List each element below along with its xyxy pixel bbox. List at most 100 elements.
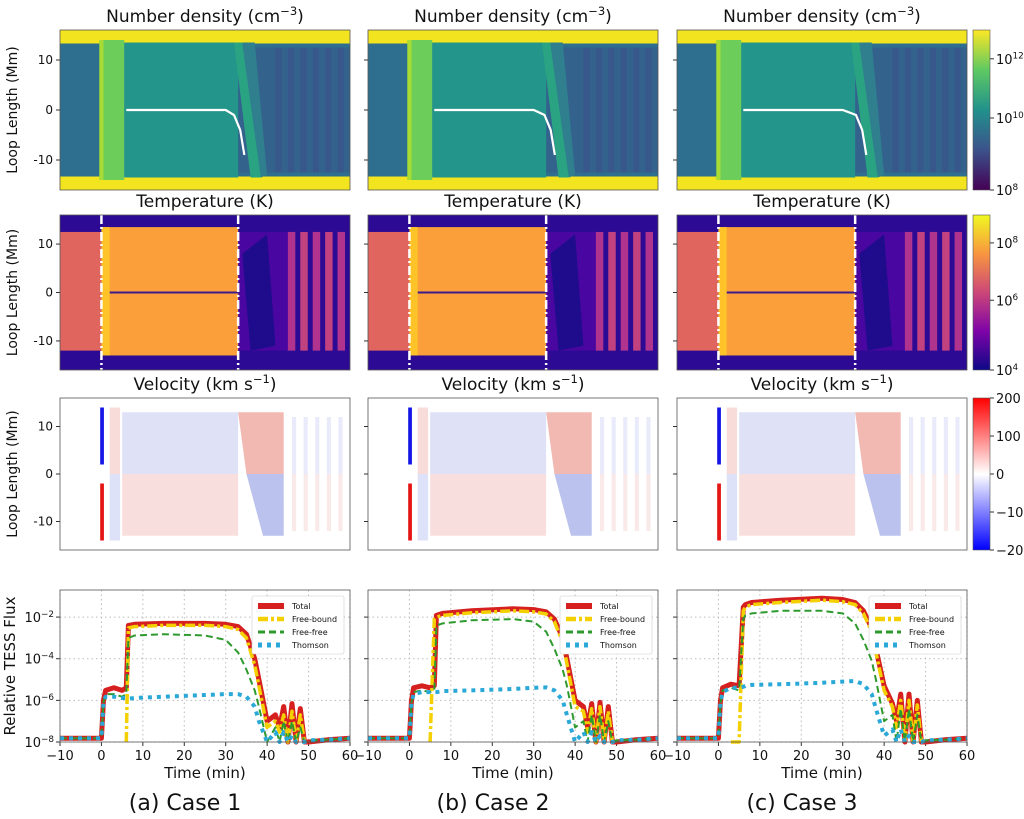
- x-tick-label: 10: [752, 749, 769, 764]
- panel-title: Number density (cm−3): [723, 4, 921, 27]
- x-tick-label: 10: [443, 749, 460, 764]
- density-footpoint-top: [368, 30, 658, 44]
- x-tick-label: 0: [714, 749, 722, 764]
- panel-title: Number density (cm−3): [106, 4, 304, 27]
- panel-title-text: Number density (cm: [414, 7, 588, 27]
- panel-title-text-end: ): [578, 375, 585, 395]
- density-colorbar: [972, 29, 991, 191]
- panel-title-superscript: −3: [280, 4, 297, 18]
- velocity-stripe: [634, 474, 639, 531]
- legend-label: Thomson: [908, 641, 946, 650]
- density-heatmap-case-2: [367, 29, 659, 191]
- density-stripe: [312, 47, 319, 173]
- temperature-stripe: [595, 231, 604, 351]
- colorbar-tick-label: 0: [996, 468, 1004, 483]
- velocity-stripe: [600, 417, 605, 474]
- velocity-pulse-top: [417, 407, 429, 474]
- velocity-stripe: [920, 474, 925, 531]
- panel-title: Velocity (km s−1): [441, 372, 584, 395]
- density-heating-edge: [716, 40, 721, 180]
- velocity-stripe: [338, 474, 343, 531]
- x-tick-label: 50: [608, 749, 625, 764]
- colorbar-tick-label: 200: [996, 392, 1021, 407]
- density-footpoint-top: [677, 30, 967, 44]
- legend-label: Free-bound: [909, 615, 954, 624]
- panel-title-text: Temperature (K): [443, 192, 582, 212]
- x-tick-label: −10: [354, 749, 381, 764]
- plot-frame: [676, 589, 968, 743]
- velocity-stripe: [623, 474, 628, 531]
- legend-label: Total: [291, 602, 311, 611]
- x-tick-label: 10: [135, 749, 152, 764]
- temperature-stripe: [954, 231, 963, 351]
- velocity-stripe: [646, 474, 651, 531]
- temperature-stripe: [929, 231, 938, 351]
- colorbar-tick-label: 108: [996, 236, 1019, 252]
- velocity-stripe: [955, 474, 960, 531]
- y-tick-label: 10−4: [24, 652, 54, 668]
- velocity-return-bottom: [246, 474, 284, 536]
- colorbar-tick-label-superscript: 8: [1013, 183, 1019, 193]
- density-stripe: [583, 47, 590, 173]
- y-tick-label: 0: [45, 467, 53, 481]
- temperature-heatmap-case-3: [676, 214, 968, 371]
- velocity-jet-top: [717, 407, 721, 465]
- y-axis-label: Loop Length (Mm): [5, 229, 21, 356]
- panel-title-text: Temperature (K): [135, 192, 274, 212]
- density-stripe: [300, 47, 307, 173]
- density-condensation-line: [434, 108, 556, 156]
- velocity-stripe: [920, 417, 925, 474]
- y-tick-label: 10−6: [24, 693, 54, 709]
- density-footpoint-bottom: [368, 176, 658, 190]
- velocity-upflow-top: [122, 412, 239, 474]
- velocity-stripe: [634, 417, 639, 474]
- temperature-heating-front: [718, 227, 727, 356]
- x-tick-label: 0: [97, 749, 105, 764]
- temperature-flare: [101, 227, 239, 356]
- panel-title-text: Velocity (km s: [133, 375, 253, 395]
- velocity-return-bottom: [863, 474, 901, 536]
- legend-label: Free-free: [600, 628, 636, 637]
- velocity-stripe: [909, 474, 914, 531]
- velocity-colorbar: [972, 397, 991, 551]
- x-tick-label: 30: [217, 749, 234, 764]
- colorbar-tick-label: 100: [996, 430, 1021, 445]
- legend-label: Free-free: [909, 628, 945, 637]
- legend: [559, 595, 653, 655]
- velocity-stripe: [943, 474, 948, 531]
- y-tick-label-superscript: −6: [41, 693, 54, 703]
- legend-label: Total: [908, 602, 928, 611]
- colorbar-tick-label-superscript: 4: [1013, 363, 1019, 373]
- temperature-stripe: [608, 231, 616, 351]
- series-line-free-bound: [124, 623, 307, 744]
- density-condensation-line: [743, 108, 868, 156]
- velocity-return-top: [855, 412, 901, 474]
- panel-title-superscript: −1: [561, 372, 578, 386]
- colorbar-tick-label-text: 10: [996, 112, 1013, 127]
- y-tick-label-superscript: −8: [41, 735, 54, 745]
- density-stripe: [620, 47, 627, 173]
- velocity-stripe: [646, 417, 651, 474]
- x-tick-label: −10: [46, 749, 73, 764]
- density-footpoint-bottom: [677, 176, 967, 190]
- temperature-stripe: [325, 231, 333, 351]
- colorbar-tick-label: −100: [996, 506, 1024, 521]
- colorbar-tick-label: 108: [996, 183, 1019, 199]
- density-stripe: [595, 47, 603, 173]
- temperature-stripe: [633, 231, 641, 351]
- panel-title-text: Number density (cm: [106, 7, 280, 27]
- velocity-stripe: [303, 417, 308, 474]
- velocity-jet-top: [408, 407, 412, 465]
- density-front-edge: [242, 42, 268, 178]
- y-tick-label-text: 10: [24, 653, 41, 668]
- panel-title-text-end: ): [297, 7, 304, 27]
- legend: [251, 595, 345, 655]
- density-heatmap-case-3: [676, 29, 968, 191]
- x-tick-label: 20: [793, 749, 810, 764]
- legend-label: Free-bound: [292, 615, 337, 624]
- velocity-stripe: [955, 417, 960, 474]
- series-line-free-free: [368, 618, 659, 743]
- legend-label: Free-free: [292, 628, 328, 637]
- velocity-stripe: [943, 417, 948, 474]
